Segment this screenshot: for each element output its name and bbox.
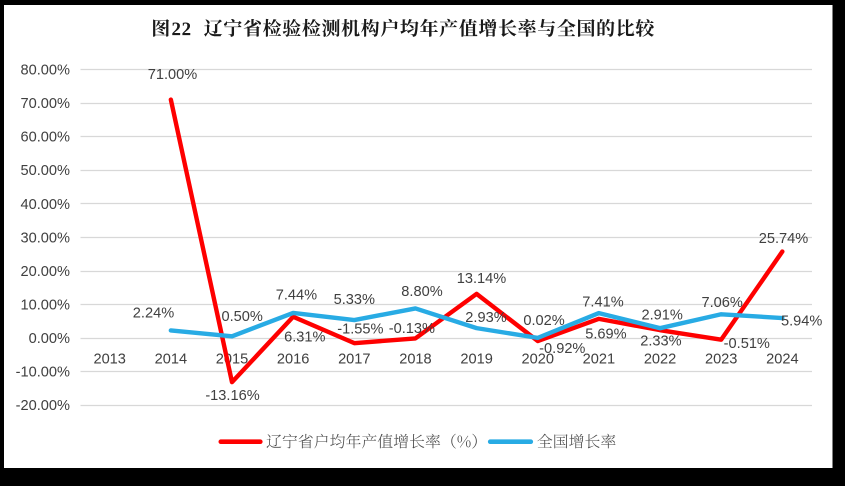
svg-text:6.31%: 6.31% [284, 330, 325, 346]
svg-text:-0.51%: -0.51% [724, 336, 770, 352]
svg-text:8.80%: 8.80% [401, 284, 442, 300]
svg-text:7.06%: 7.06% [702, 295, 743, 311]
svg-text:5.94%: 5.94% [781, 314, 822, 330]
svg-text:-20.00%: -20.00% [16, 398, 70, 414]
svg-text:2024: 2024 [766, 352, 798, 368]
svg-text:2017: 2017 [338, 352, 370, 368]
svg-text:0.02%: 0.02% [523, 313, 564, 329]
svg-text:10.00%: 10.00% [21, 298, 71, 314]
svg-text:0.00%: 0.00% [29, 331, 70, 347]
svg-text:-1.55%: -1.55% [337, 322, 383, 338]
svg-text:2.24%: 2.24% [133, 306, 174, 322]
svg-text:-0.92%: -0.92% [539, 341, 585, 357]
svg-text:2.91%: 2.91% [642, 308, 683, 324]
svg-text:30.00%: 30.00% [21, 230, 71, 246]
svg-text:80.00%: 80.00% [21, 63, 71, 79]
svg-text:-0.13%: -0.13% [389, 321, 435, 337]
svg-text:50.00%: 50.00% [21, 163, 71, 179]
svg-text:5.33%: 5.33% [334, 292, 375, 308]
svg-text:2013: 2013 [93, 352, 125, 368]
svg-text:40.00%: 40.00% [21, 197, 71, 213]
svg-text:25.74%: 25.74% [759, 231, 809, 247]
svg-text:2022: 2022 [644, 352, 676, 368]
svg-text:2016: 2016 [277, 352, 309, 368]
svg-text:7.44%: 7.44% [276, 287, 317, 303]
svg-text:13.14%: 13.14% [457, 271, 507, 287]
svg-text:2015: 2015 [216, 352, 248, 368]
svg-text:2019: 2019 [460, 352, 492, 368]
svg-text:20.00%: 20.00% [21, 264, 71, 280]
svg-text:2018: 2018 [399, 352, 431, 368]
svg-text:2021: 2021 [583, 352, 615, 368]
svg-text:70.00%: 70.00% [21, 96, 71, 112]
svg-text:2023: 2023 [705, 352, 737, 368]
svg-text:60.00%: 60.00% [21, 130, 71, 146]
svg-text:7.41%: 7.41% [582, 294, 623, 310]
svg-text:2014: 2014 [155, 352, 187, 368]
svg-text:2020: 2020 [522, 352, 554, 368]
svg-text:-10.00%: -10.00% [16, 365, 70, 381]
svg-text:0.50%: 0.50% [222, 309, 263, 325]
svg-text:2.33%: 2.33% [640, 334, 681, 350]
svg-text:-13.16%: -13.16% [205, 388, 259, 404]
svg-text:71.00%: 71.00% [148, 67, 198, 83]
svg-text:5.69%: 5.69% [585, 326, 626, 342]
svg-text:2.93%: 2.93% [465, 310, 506, 326]
